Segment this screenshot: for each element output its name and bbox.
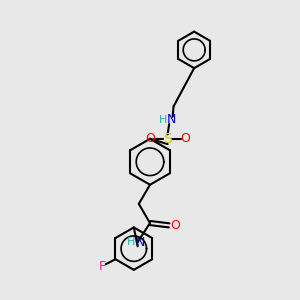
Text: O: O [145,132,155,145]
Text: O: O [180,132,190,145]
Text: N: N [167,113,176,126]
Text: F: F [98,260,106,273]
Text: O: O [171,219,181,232]
Text: N: N [135,236,145,249]
Text: H: H [158,115,167,125]
Text: S: S [163,132,172,146]
Text: H: H [127,237,135,247]
